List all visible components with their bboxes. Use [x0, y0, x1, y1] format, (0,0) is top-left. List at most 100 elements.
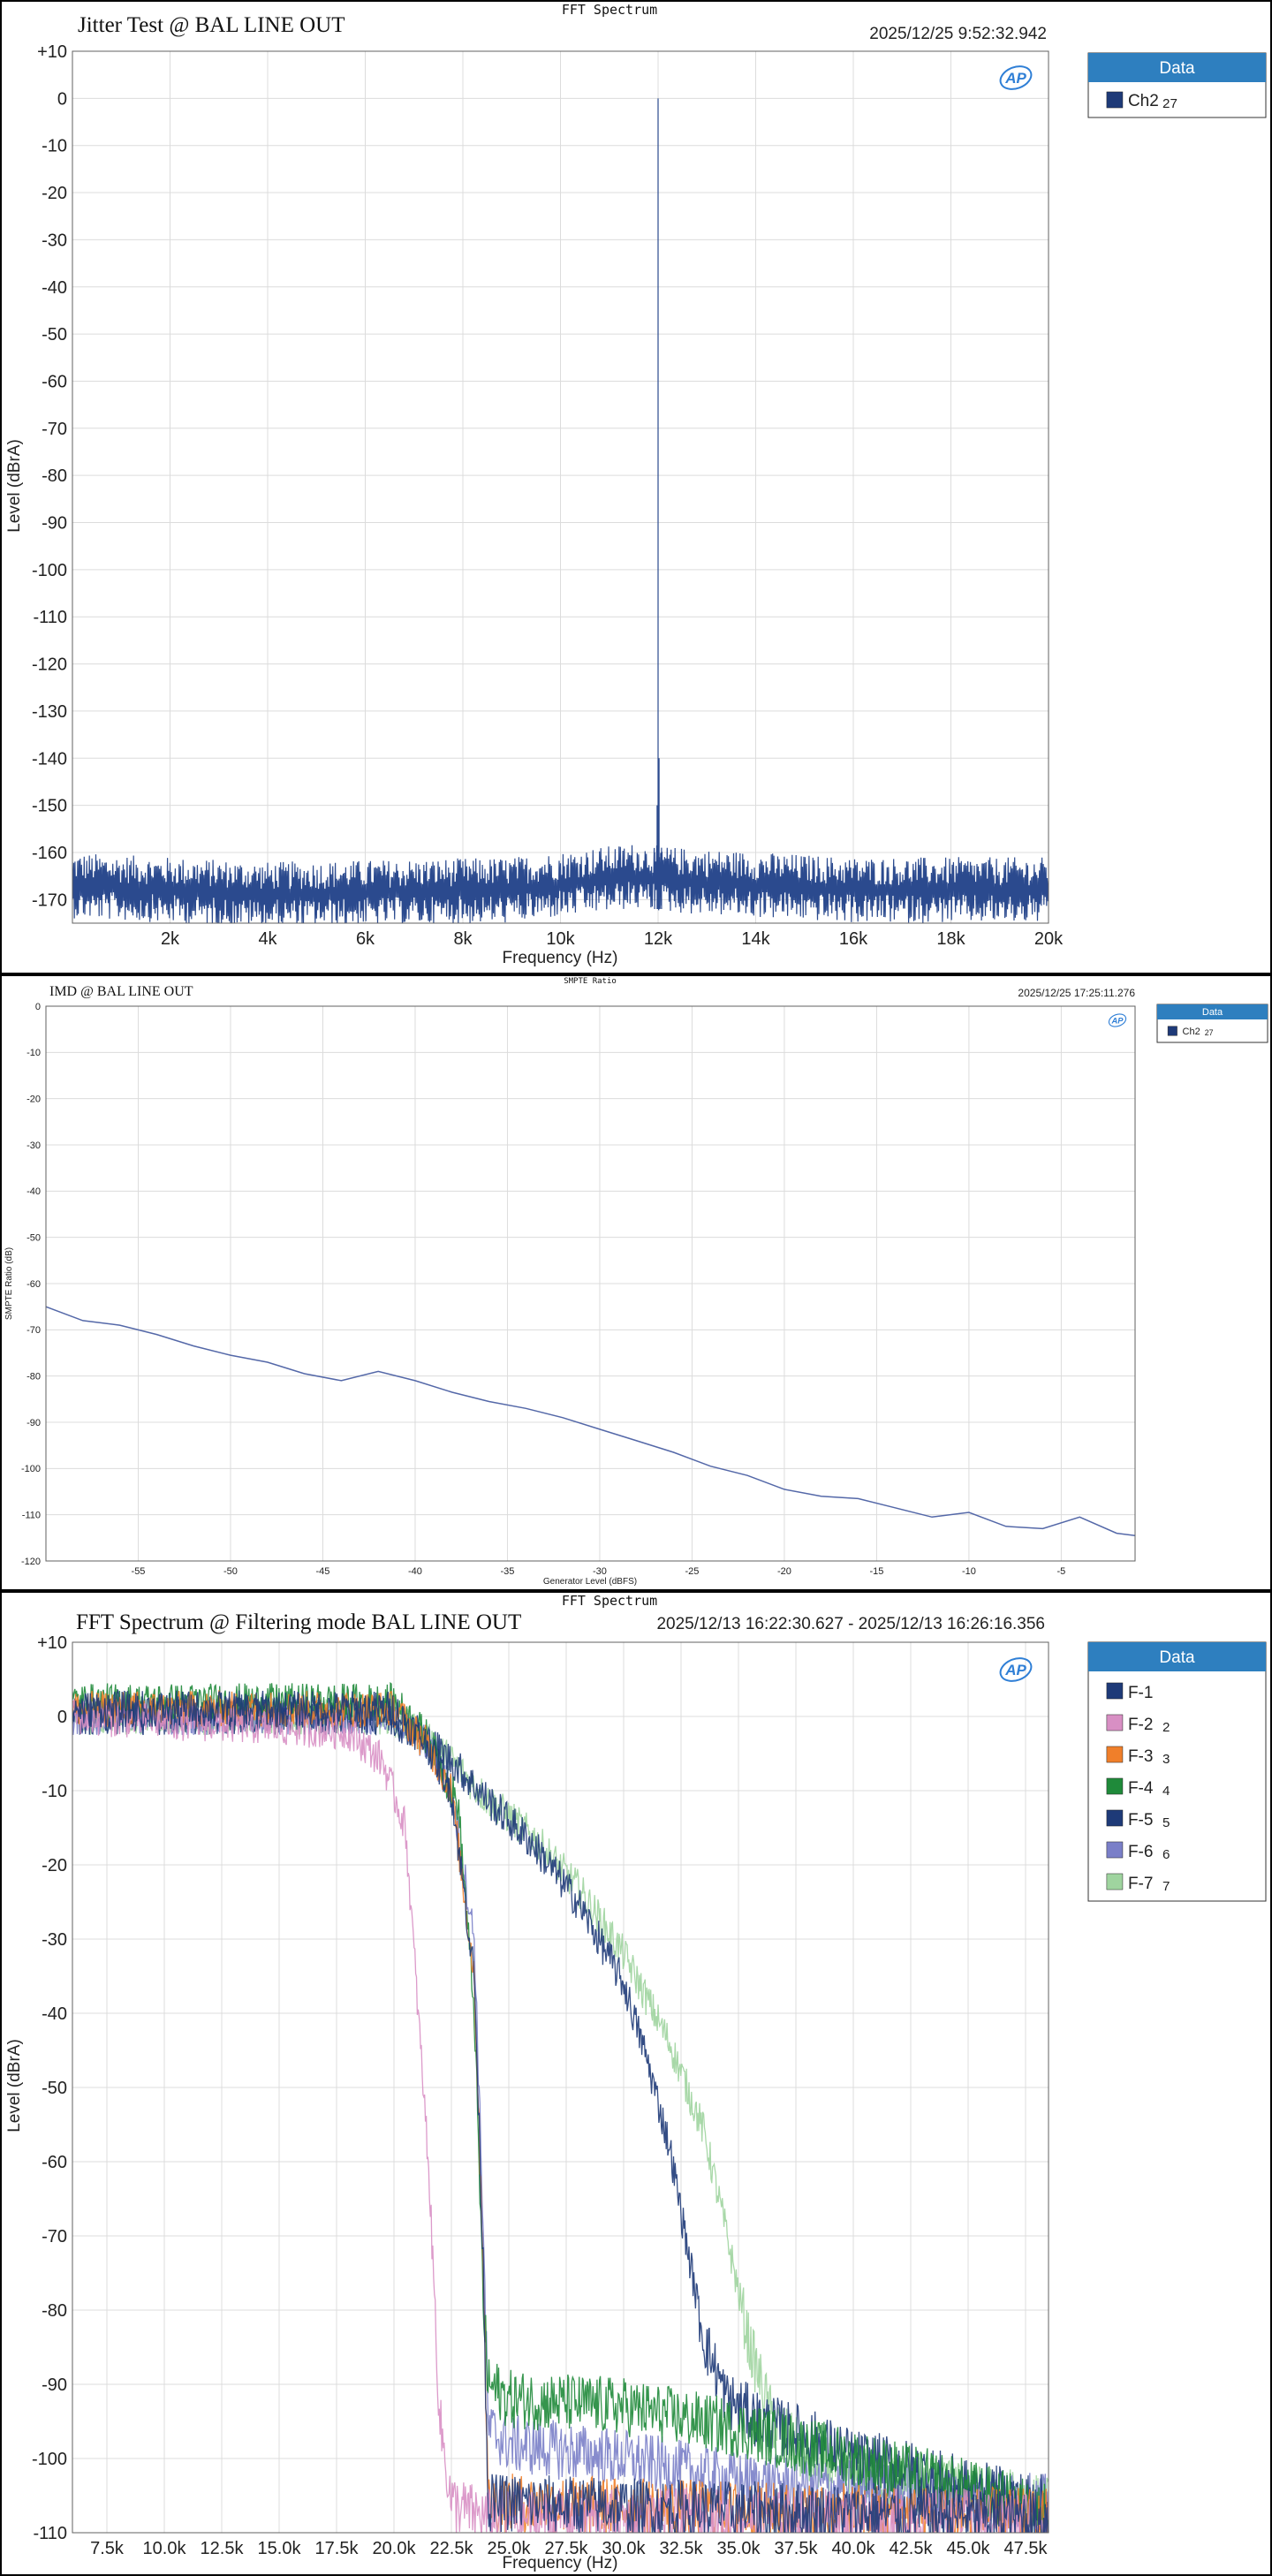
- filter-fft-chart: 7.5k 10.0k 12.5k 15.0k 17.5k 20.0k 22.5k 25.0k 2…: [0, 1591, 1272, 2576]
- x-tick-label-9: 30.0k: [602, 2539, 647, 2558]
- x-tick-label-1: 10.0k: [143, 2539, 187, 2558]
- legend-swatch-5: [1106, 1841, 1124, 1859]
- legend-swatch-3: [1106, 1777, 1124, 1795]
- y-tick-label-6: -50: [42, 2079, 67, 2098]
- x-tick-label-2: 12.5k: [201, 2539, 245, 2558]
- y-tick-label-8: -70: [42, 2227, 67, 2246]
- legend-box: [1087, 1641, 1267, 1902]
- y-tick-label-3: -20: [42, 184, 67, 203]
- x-tick-label-2: -45: [316, 1566, 330, 1577]
- y-axis-label: Level (dBrA): [5, 2039, 24, 2133]
- y-tick-label-12: -120: [21, 1557, 41, 1567]
- x-tick-label-0: 7.5k: [90, 2539, 125, 2558]
- x-tick-label-7: 16k: [839, 929, 868, 949]
- y-tick-label-4: -30: [42, 231, 67, 250]
- x-tick-label-16: 47.5k: [1004, 2539, 1049, 2558]
- y-tick-label-3: -20: [42, 1856, 67, 1875]
- legend-label-4: F-5: [1128, 1811, 1154, 1830]
- plot-area: [72, 1681, 1049, 2533]
- panel-border: [0, 1591, 1272, 2576]
- y-axis-label: SMPTE Ratio (dB): [4, 1247, 14, 1320]
- x-tick-label-8: 18k: [936, 929, 965, 949]
- legend-label-0: Ch2: [1128, 92, 1159, 110]
- y-tick-label-1: -10: [26, 1048, 41, 1058]
- y-tick-label-6: -60: [26, 1279, 41, 1290]
- y-tick-label-5: -50: [26, 1233, 41, 1244]
- tick-labels: 2k 4k 6k 8k 10k 12k 14k 16k 18k 20k +10 0 -10 -20 -30 -…: [32, 42, 1064, 949]
- legend-index-2: 3: [1162, 1752, 1170, 1767]
- legend-label-1: F-2: [1128, 1716, 1154, 1734]
- chart-title: IMD @ BAL LINE OUT: [49, 984, 193, 999]
- x-tick-label-8: 27.5k: [545, 2539, 589, 2558]
- y-tick-label-15: -140: [32, 749, 67, 769]
- plot-area: [72, 98, 1049, 923]
- legend-header: [1157, 1004, 1268, 1019]
- legend-label-5: F-6: [1128, 1843, 1154, 1861]
- x-tick-label-5: 12k: [644, 929, 673, 949]
- legend-index-0: 27: [1205, 1028, 1214, 1037]
- x-tick-label-4: 10k: [546, 929, 575, 949]
- legend-label-0: F-1: [1128, 1684, 1154, 1702]
- x-tick-label-0: 2k: [161, 929, 180, 949]
- ap-logo: AP: [1108, 1013, 1127, 1027]
- x-tick-label-8: -15: [869, 1566, 883, 1577]
- legend-index-6: 7: [1162, 1879, 1170, 1894]
- x-tick-label-7: -20: [777, 1566, 791, 1577]
- x-tick-label-9: 20k: [1034, 929, 1064, 949]
- y-tick-label-7: -70: [26, 1325, 41, 1336]
- x-tick-label-3: 8k: [453, 929, 473, 949]
- y-tick-label-4: -30: [42, 1930, 67, 1950]
- y-tick-label-9: -90: [26, 1418, 41, 1428]
- legend-label-3: F-4: [1128, 1779, 1154, 1798]
- x-tick-label-3: 15.0k: [258, 2539, 302, 2558]
- y-tick-label-13: -120: [32, 655, 67, 675]
- legend: Data F-1 F-2 2 F-3 3 F-4 4 F-5 5 F-6 6 F-7 7: [1087, 1641, 1267, 1902]
- x-tick-label-12: 37.5k: [775, 2539, 819, 2558]
- x-tick-label-6: 22.5k: [430, 2539, 474, 2558]
- series-line-f-1: [72, 1688, 1049, 2533]
- y-tick-label-10: -100: [21, 1464, 41, 1474]
- legend-index-0: 27: [1162, 96, 1177, 111]
- x-tick-label-4: -35: [501, 1566, 515, 1577]
- x-tick-label-10: -5: [1057, 1566, 1066, 1577]
- y-tick-label-12: -110: [33, 2524, 67, 2543]
- y-tick-label-6: -50: [42, 325, 67, 345]
- y-tick-label-10: -90: [42, 2375, 67, 2395]
- y-tick-label-12: -110: [33, 608, 67, 627]
- svg-text:AP: AP: [1004, 1662, 1026, 1678]
- y-tick-label-3: -30: [26, 1140, 41, 1151]
- legend-label-0: Ch2: [1183, 1027, 1200, 1037]
- x-axis-label: Generator Level (dBFS): [543, 1577, 637, 1587]
- tick-labels: 7.5k 10.0k 12.5k 15.0k 17.5k 20.0k 22.5k 25.0k 2…: [32, 1633, 1048, 2558]
- legend-title: Data: [1159, 59, 1195, 78]
- y-tick-label-18: -170: [32, 890, 67, 910]
- legend-index-1: 2: [1162, 1720, 1170, 1735]
- x-tick-label-3: -40: [408, 1566, 422, 1577]
- y-tick-label-7: -60: [42, 372, 67, 391]
- legend-title: Data: [1159, 1648, 1195, 1667]
- x-tick-label-6: -25: [685, 1566, 699, 1577]
- ap-logo: AP: [999, 65, 1033, 90]
- series-line-ch2: [72, 98, 1049, 923]
- y-tick-label-9: -80: [42, 2301, 67, 2321]
- y-tick-label-1: 0: [57, 1708, 67, 1727]
- chart-panel-filter: 7.5k 10.0k 12.5k 15.0k 17.5k 20.0k 22.5k 25.0k 2…: [0, 1591, 1272, 2576]
- y-tick-label-5: -40: [42, 278, 67, 298]
- x-tick-label-9: -10: [962, 1566, 976, 1577]
- x-tick-label-6: 14k: [741, 929, 770, 949]
- y-tick-label-8: -70: [42, 420, 67, 439]
- y-tick-label-0: +10: [37, 1633, 67, 1653]
- legend-swatch-4: [1106, 1809, 1124, 1827]
- y-tick-label-0: 0: [35, 1002, 41, 1012]
- x-tick-label-5: -30: [593, 1566, 607, 1577]
- legend-swatch-0: [1106, 91, 1124, 109]
- y-tick-label-10: -90: [42, 514, 67, 534]
- y-tick-label-9: -80: [42, 466, 67, 486]
- y-tick-label-14: -130: [32, 702, 67, 722]
- jitter-fft-chart: 2k 4k 6k 8k 10k 12k 14k 16k 18k 20k +10 0 -10 -20 -30 -…: [0, 0, 1272, 974]
- y-tick-label-17: -160: [32, 844, 67, 863]
- x-tick-label-0: -55: [132, 1566, 146, 1577]
- legend-label-2: F-3: [1128, 1747, 1154, 1766]
- plot-border: [45, 1005, 1136, 1562]
